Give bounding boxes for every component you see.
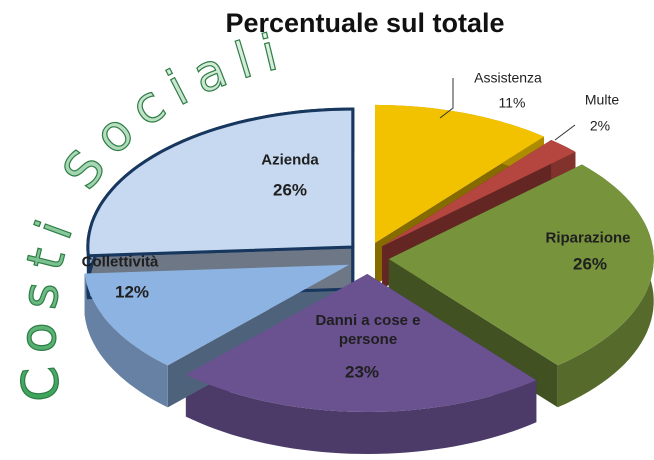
slice-label: Assistenza: [474, 69, 542, 86]
slice-label: Riparazione: [545, 229, 631, 247]
value-label: 26%: [572, 254, 608, 274]
chart-title: Percentuale sul totale: [225, 8, 504, 38]
slice-label: Azienda: [261, 151, 319, 169]
slice-side: [185, 374, 537, 454]
slice: [375, 104, 544, 243]
leader-line: [439, 78, 454, 119]
value-label: 12%: [114, 282, 150, 302]
leader-line: [554, 124, 576, 141]
value-label: 26%: [272, 180, 308, 200]
slice-label: Danni a cose e persone: [315, 312, 421, 348]
slice-label: Multe: [584, 91, 620, 108]
slice-side: [84, 273, 168, 408]
value-label: 23%: [344, 362, 380, 382]
slice: [388, 164, 654, 366]
slice: [382, 140, 576, 247]
value-label: 2%: [589, 117, 611, 134]
pie: [84, 104, 654, 454]
value-label: 11%: [498, 94, 526, 111]
slice: [84, 264, 350, 366]
slice: [86, 107, 355, 258]
slice: [185, 274, 537, 412]
slice-label: Collettività: [81, 253, 159, 271]
